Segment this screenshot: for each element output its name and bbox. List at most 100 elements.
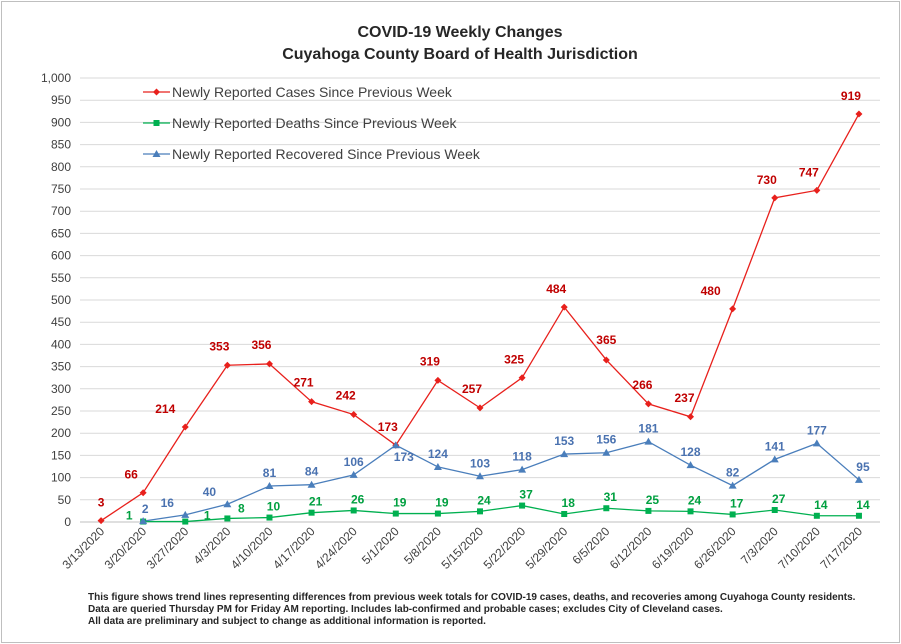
data-point: [97, 517, 105, 525]
data-point: [687, 413, 695, 421]
footnote: This figure shows trend lines representi…: [88, 592, 888, 628]
chart-subtitle: Cuyahoga County Board of Health Jurisdic…: [282, 46, 638, 63]
y-tick-label: 0: [64, 515, 71, 529]
data-label: 1: [126, 509, 133, 523]
x-tick-label: 4/17/2020: [270, 524, 318, 572]
x-tick-label: 4/3/2020: [191, 524, 234, 567]
data-point: [433, 462, 442, 470]
data-point: [308, 398, 316, 406]
y-tick-label: 750: [51, 182, 71, 196]
x-tick-label: 3/13/2020: [60, 524, 108, 572]
data-point: [729, 511, 736, 518]
data-label: 257: [462, 382, 482, 396]
data-point: [308, 509, 315, 516]
y-tick-label: 50: [58, 493, 72, 507]
y-tick-label: 800: [51, 160, 71, 174]
x-tick-label: 6/5/2020: [570, 524, 613, 567]
data-point: [139, 489, 147, 497]
data-label: 17: [730, 496, 744, 510]
data-label: 173: [378, 420, 398, 434]
data-point: [307, 480, 316, 488]
legend-marker: [152, 150, 161, 157]
data-label: 25: [646, 493, 660, 507]
data-point: [265, 482, 274, 490]
y-tick-label: 950: [51, 93, 71, 107]
data-point: [560, 303, 568, 311]
data-label: 128: [681, 445, 701, 459]
data-point: [181, 423, 189, 431]
x-tick-label: 5/22/2020: [481, 524, 529, 572]
data-label: 181: [638, 422, 658, 436]
data-label: 103: [470, 456, 490, 470]
data-point: [854, 475, 863, 483]
data-label: 747: [799, 165, 819, 179]
legend-marker: [153, 120, 160, 126]
data-label: 173: [394, 450, 414, 464]
data-point: [602, 448, 611, 456]
data-point: [644, 400, 652, 408]
data-point: [771, 507, 778, 514]
series-line: [143, 440, 860, 522]
data-point: [434, 376, 442, 384]
data-point: [350, 507, 357, 514]
chart-title: COVID-19 Weekly Changes: [357, 24, 562, 41]
data-label: 319: [420, 354, 440, 368]
data-label: 356: [251, 338, 271, 352]
x-tick-label: 7/10/2020: [775, 524, 823, 572]
y-tick-label: 200: [51, 426, 71, 440]
data-point: [181, 510, 190, 518]
data-point: [139, 517, 148, 525]
data-label: 730: [757, 173, 777, 187]
data-label: 31: [604, 490, 618, 504]
data-point: [813, 186, 821, 194]
data-point: [770, 455, 779, 463]
footnote-line: This figure shows trend lines representi…: [88, 592, 856, 603]
data-point: [266, 514, 273, 521]
y-tick-label: 350: [51, 360, 71, 374]
data-point: [687, 508, 694, 515]
data-point: [686, 461, 695, 469]
data-point: [602, 356, 610, 364]
footnote-line: All data are preliminary and subject to …: [88, 616, 486, 627]
data-point: [223, 500, 232, 508]
y-tick-label: 150: [51, 448, 71, 462]
series-line: [143, 504, 859, 523]
y-tick-label: 850: [51, 138, 71, 152]
data-label: 8: [238, 501, 245, 515]
data-point: [392, 510, 399, 517]
data-label: 24: [477, 493, 491, 507]
data-label: 237: [675, 391, 695, 405]
data-label: 14: [856, 498, 870, 512]
data-label: 16: [161, 496, 175, 510]
data-label: 484: [546, 282, 566, 296]
data-label: 156: [596, 433, 616, 447]
y-tick-label: 250: [51, 404, 71, 418]
data-point: [771, 194, 779, 202]
data-point: [812, 439, 821, 447]
legend-label: Newly Reported Deaths Since Previous Wee…: [172, 115, 458, 131]
x-tick-label: 6/19/2020: [649, 524, 697, 572]
data-point: [434, 510, 441, 517]
data-label: 353: [209, 339, 229, 353]
data-label: 124: [428, 447, 448, 461]
legend-label: Newly Reported Cases Since Previous Week: [172, 84, 453, 100]
data-point: [519, 502, 526, 509]
data-label: 365: [596, 333, 616, 347]
y-tick-label: 650: [51, 226, 71, 240]
data-point: [855, 110, 863, 118]
data-label: 106: [344, 455, 364, 469]
data-point: [518, 465, 527, 473]
data-label: 26: [351, 492, 365, 506]
data-point: [223, 361, 231, 369]
data-label: 21: [309, 495, 323, 509]
y-tick-label: 300: [51, 382, 71, 396]
y-tick-label: 400: [51, 337, 71, 351]
legend-marker: [153, 88, 160, 96]
data-label: 40: [203, 485, 217, 499]
data-label: 141: [765, 439, 785, 453]
data-point: [560, 450, 569, 458]
data-point: [265, 360, 273, 368]
data-point: [476, 472, 484, 480]
data-point: [603, 505, 610, 512]
x-tick-label: 5/29/2020: [523, 524, 571, 572]
